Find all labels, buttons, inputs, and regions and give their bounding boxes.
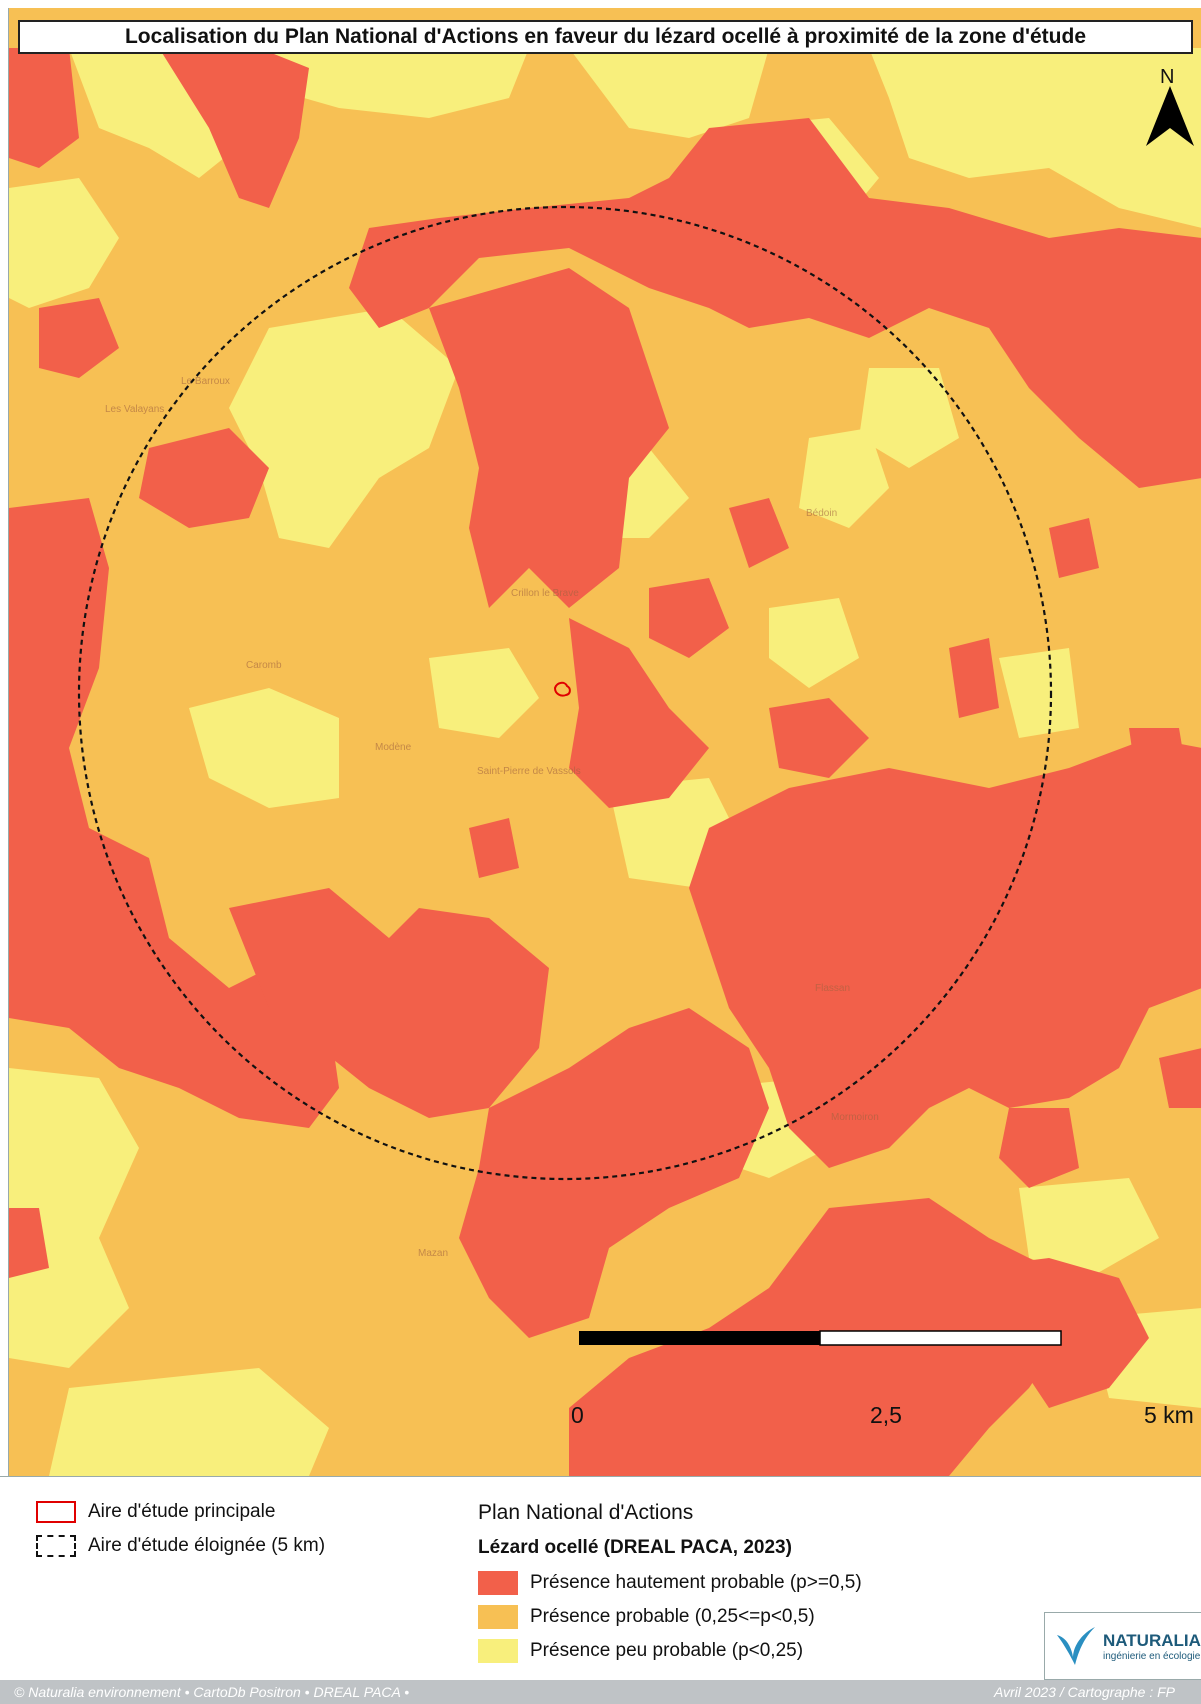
- logo-tagline: ingénierie en écologie: [1103, 1651, 1201, 1662]
- legend-class-mid-label: Présence probable (0,25<=p<0,5): [530, 1606, 815, 1627]
- legend-class-high-label: Présence hautement probable (p>=0,5): [530, 1572, 862, 1593]
- study-area-far-outline: [77, 205, 1053, 1181]
- north-label: N: [1160, 66, 1175, 88]
- map-frame[interactable]: Crillon le Brave Caromb Modène Saint-Pie…: [8, 8, 1201, 1476]
- place-labels: Crillon le Brave Caromb Modène Saint-Pie…: [105, 376, 879, 1259]
- naturalia-logo: NATURALIA ingénierie en écologie: [1044, 1612, 1201, 1680]
- place-label: Les Valayans: [105, 404, 164, 415]
- habitat-low-probability: [9, 48, 1201, 1476]
- place-label: Mormoiron: [831, 1112, 879, 1123]
- legend-class-mid-swatch: [478, 1605, 518, 1629]
- legend-study-main-swatch: [36, 1501, 76, 1523]
- scale-label-mid: 2,5: [870, 1402, 902, 1428]
- naturalia-leaf-icon: [1057, 1627, 1095, 1665]
- legend-study-far-swatch: [36, 1535, 76, 1557]
- scale-bar: [579, 1330, 1062, 1346]
- place-label: Modène: [375, 742, 412, 753]
- legend: Aire d'étude principale Aire d'étude élo…: [0, 1476, 1201, 1679]
- footer-credits: © Naturalia environnement • CartoDb Posi…: [14, 1684, 410, 1700]
- legend-class-high-swatch: [478, 1571, 518, 1595]
- scale-label-0: 0: [571, 1402, 584, 1428]
- map-canvas[interactable]: Crillon le Brave Caromb Modène Saint-Pie…: [9, 8, 1201, 1476]
- north-arrow-icon: [1146, 86, 1194, 146]
- place-label: Le Barroux: [181, 376, 230, 387]
- place-label: Crillon le Brave: [511, 588, 579, 599]
- place-label: Mazan: [418, 1248, 448, 1259]
- legend-class-low-swatch: [478, 1639, 518, 1663]
- footer-date: Avril 2023 / Cartographe : FP: [993, 1684, 1175, 1700]
- legend-class-low-label: Présence peu probable (p<0,25): [530, 1640, 804, 1661]
- legend-study-far-label: Aire d'étude éloignée (5 km): [88, 1535, 326, 1556]
- place-label: Caromb: [246, 660, 282, 671]
- scale-label-end: 5 km: [1144, 1402, 1194, 1428]
- legend-study-main-label: Aire d'étude principale: [88, 1501, 276, 1522]
- place-label: Flassan: [815, 983, 850, 994]
- map-title: Localisation du Plan National d'Actions …: [18, 20, 1193, 54]
- legend-subheading: Lézard ocellé (DREAL PACA, 2023): [478, 1537, 792, 1558]
- place-label: Bédoin: [806, 508, 837, 519]
- logo-name: NATURALIA: [1103, 1631, 1201, 1650]
- place-label: Saint-Pierre de Vassols: [477, 766, 581, 777]
- footer: © Naturalia environnement • CartoDb Posi…: [0, 1680, 1201, 1704]
- legend-heading: Plan National d'Actions: [478, 1501, 694, 1524]
- study-area-main-outline: [553, 681, 571, 697]
